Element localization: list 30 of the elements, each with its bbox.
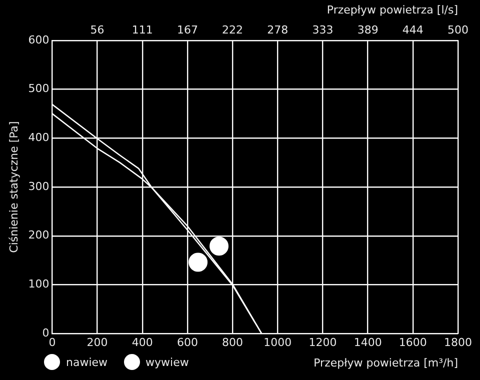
x-tick-label: 600 bbox=[176, 336, 198, 350]
x2-tick-label: 333 bbox=[312, 24, 334, 37]
x-tick-label: 800 bbox=[222, 336, 244, 350]
y-tick-label: 100 bbox=[28, 278, 50, 291]
x2-tick-label: 389 bbox=[357, 24, 378, 37]
x-tick-label: 1800 bbox=[444, 336, 472, 350]
y-tick-label: 600 bbox=[28, 33, 50, 46]
legend-label: wywiew bbox=[146, 356, 189, 368]
x-tick-label: 1400 bbox=[354, 336, 382, 350]
x-tick-label: 200 bbox=[86, 336, 108, 350]
x-tick-label: 1000 bbox=[264, 336, 292, 350]
legend-label: nawiew bbox=[66, 356, 108, 368]
y-tick-label: 0 bbox=[42, 326, 50, 340]
y-tick-label: 300 bbox=[28, 180, 50, 193]
x2-tick-label: 56 bbox=[90, 24, 104, 37]
x-tick-label: 1600 bbox=[398, 336, 427, 350]
x2-axis-title: Przepływ powietrza [l/s] bbox=[326, 3, 458, 16]
y-tick-label: 500 bbox=[28, 82, 50, 96]
x2-tick-label: 167 bbox=[176, 24, 198, 37]
x-axis-title: Przepływ powietrza [m³/h] bbox=[314, 356, 458, 370]
x2-tick-label: 278 bbox=[267, 24, 288, 37]
x-tick-label: 400 bbox=[132, 336, 153, 350]
x2-tick-label: 444 bbox=[402, 24, 424, 37]
y-tick-label: 400 bbox=[28, 130, 50, 144]
x-tick-label: 1200 bbox=[308, 336, 337, 350]
x2-tick-label: 111 bbox=[132, 24, 153, 37]
y-axis-title: Ciśnienie statyczne [Pa] bbox=[7, 121, 20, 253]
x2-tick-label: 222 bbox=[222, 24, 244, 37]
y-tick-label: 200 bbox=[28, 228, 50, 242]
x2-tick-label: 500 bbox=[448, 24, 468, 37]
